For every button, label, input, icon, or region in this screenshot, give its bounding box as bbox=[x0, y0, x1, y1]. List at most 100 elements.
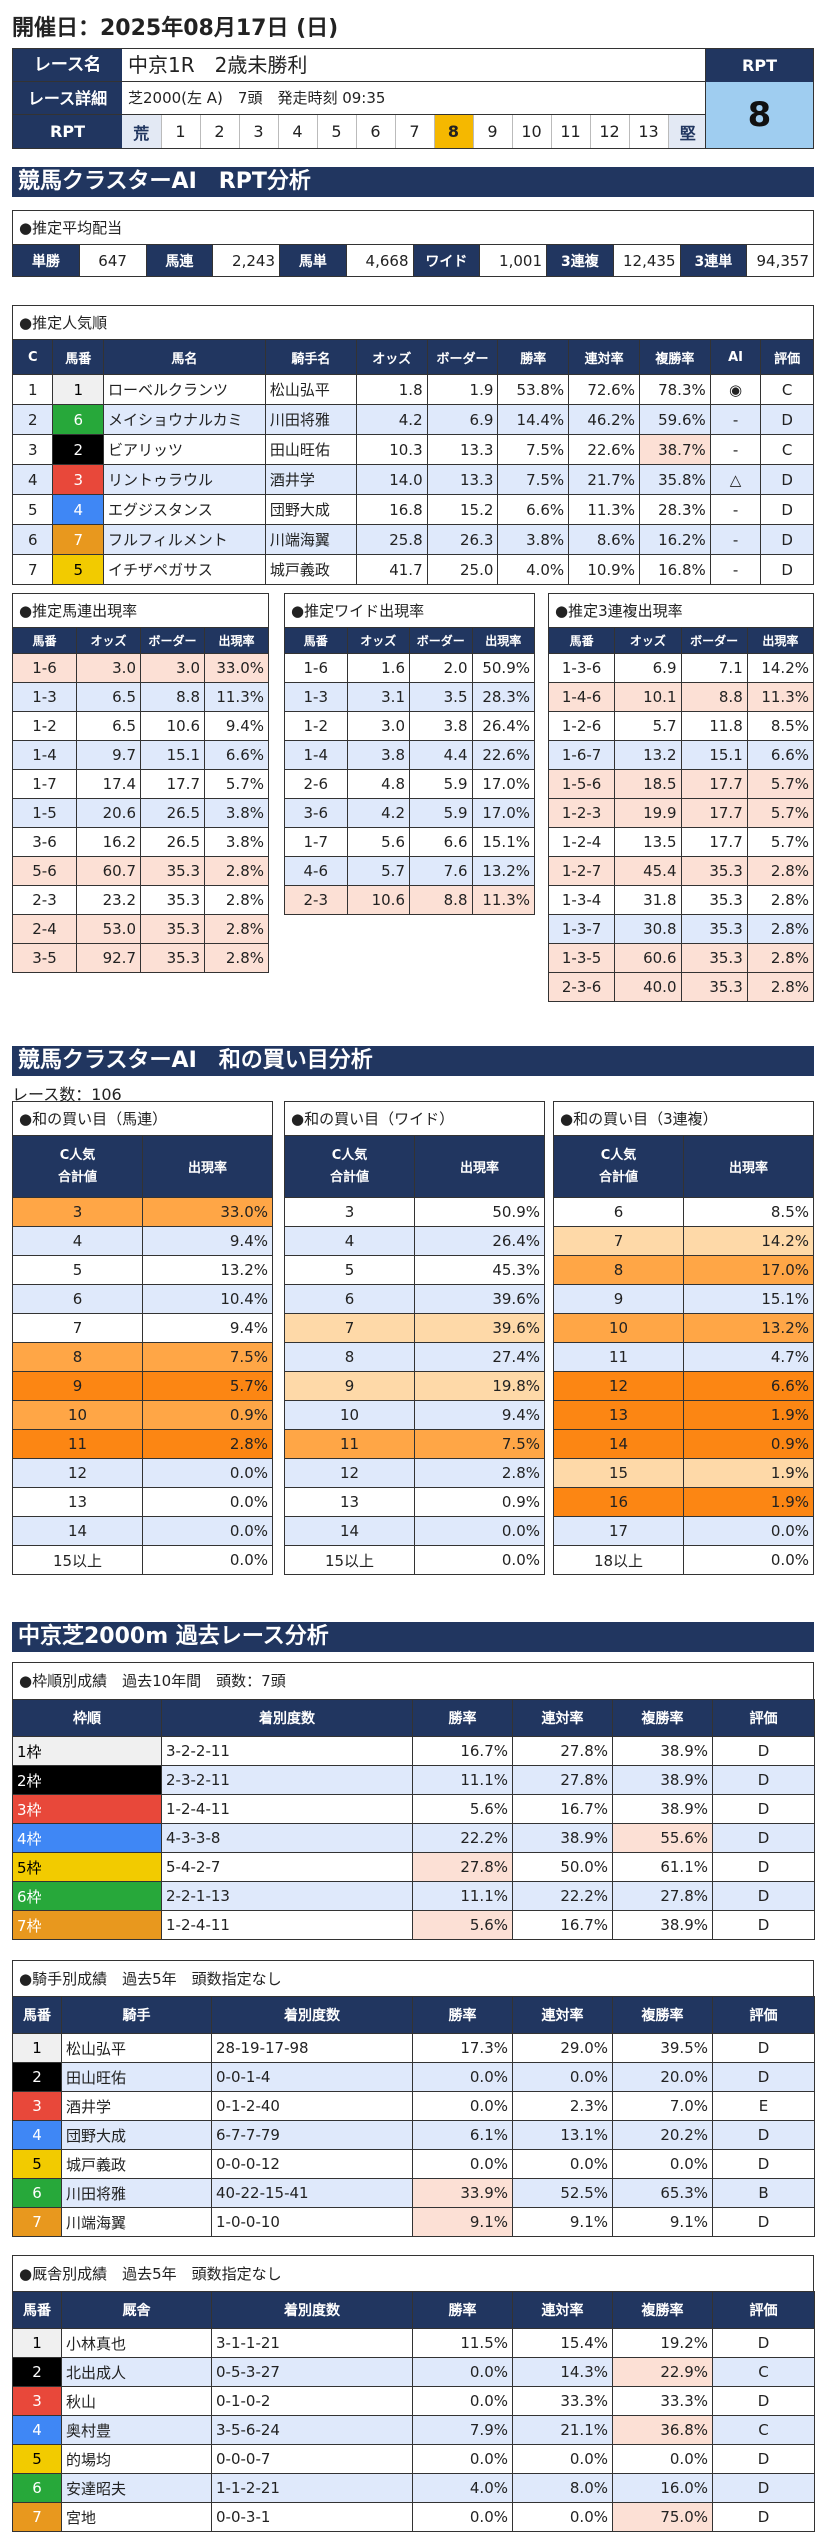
wide-table: 馬番 オッズ ボーダー 出現率 1-6 1.6 2.0 50.9% 1-3 3.1 3.5 28.3… bbox=[284, 627, 535, 915]
sum-value: 12 bbox=[12, 1458, 143, 1488]
wide-row: 1-6 1.6 2.0 50.9% bbox=[284, 653, 535, 683]
evaluation: C bbox=[712, 2357, 815, 2387]
appearance-rate: 10.4% bbox=[142, 1284, 273, 1314]
horse-name: ローベルクランツ bbox=[103, 374, 266, 405]
odds: 6.5 bbox=[76, 711, 141, 741]
appearance-rate: 0.0% bbox=[142, 1458, 273, 1488]
popularity-row: 2 6 メイショウナルカミ 川田将雅 4.2 6.9 14.4% 46.2% 59.6% - D bbox=[11, 404, 814, 435]
column-header: 着別度数 bbox=[161, 1699, 413, 1737]
win-rate: 7.5% bbox=[497, 434, 570, 465]
waku-label: 3枠 bbox=[12, 1794, 162, 1824]
rentai-rate: 21.7% bbox=[568, 464, 640, 495]
jockey-stats-table: 馬番 騎手 着別度数 勝率 連対率 複勝率 評価 1 松山弘平 28-19-17-98 17.3%… bbox=[12, 1996, 815, 2237]
sum-value: 5 bbox=[284, 1255, 415, 1285]
sum-table: C人気 合計値 出現率 6 8.5% 7 14.2% 8 17.0% 9 15.1% 10 13.2% 1… bbox=[553, 1135, 814, 1575]
column-header: 馬番 bbox=[547, 627, 616, 654]
header-sum-line2: 合計値 bbox=[57, 1169, 97, 1185]
horse-number: 3 bbox=[12, 2091, 62, 2121]
sum-value: 11 bbox=[12, 1429, 143, 1459]
appearance-rate: 1.9% bbox=[683, 1458, 814, 1488]
odds: 10.6 bbox=[346, 885, 410, 915]
jockey-name: 川田将雅 bbox=[264, 404, 357, 435]
combination: 1-3-5 bbox=[547, 943, 616, 973]
umaren-row: 2-4 53.0 35.3 2.8% bbox=[12, 914, 269, 944]
combination: 2-4 bbox=[12, 914, 77, 944]
odds: 40.0 bbox=[614, 972, 682, 1002]
sanrenpuku-title: ●推定3連複出現率 bbox=[548, 593, 814, 627]
column-header: 評価 bbox=[760, 339, 814, 375]
fukusho-rate: 61.1% bbox=[612, 1852, 713, 1882]
appearance-rate: 5.7% bbox=[746, 769, 815, 799]
combination: 1-2 bbox=[284, 711, 348, 741]
win-rate: 7.5% bbox=[497, 464, 570, 495]
record: 6-7-7-79 bbox=[211, 2120, 413, 2150]
sum-row: 12 0.0% bbox=[12, 1458, 273, 1488]
horse-name: リントゥラウル bbox=[103, 464, 266, 495]
horse-number: 4 bbox=[12, 2415, 62, 2445]
column-header: 騎手 bbox=[61, 1996, 212, 2034]
appearance-rate: 2.8% bbox=[746, 885, 815, 915]
horse-name: ビアリッツ bbox=[103, 434, 266, 465]
rentai-rate: 46.2% bbox=[568, 404, 640, 435]
record: 2-3-2-11 bbox=[161, 1765, 413, 1795]
sanrenpuku-row: 1-3-4 31.8 35.3 2.8% bbox=[547, 885, 815, 915]
horse-number: 7 bbox=[12, 2502, 62, 2532]
sum-row: 9 19.8% bbox=[284, 1371, 545, 1401]
sum-value: 8 bbox=[284, 1342, 415, 1372]
odds: 3.8 bbox=[346, 740, 410, 770]
appearance-rate: 2.8% bbox=[204, 943, 269, 973]
popularity-row: 6 7 フルフィルメント 川端海翼 25.8 26.3 3.8% 8.6% 16.2% - D bbox=[11, 524, 814, 555]
wide-row: 1-3 3.1 3.5 28.3% bbox=[284, 682, 535, 712]
column-header: 勝率 bbox=[412, 2291, 513, 2329]
wide-row: 4-6 5.7 7.6 13.2% bbox=[284, 856, 535, 886]
umaren-row: 3-5 92.7 35.3 2.8% bbox=[12, 943, 269, 973]
sum-table-title: ●和の買い目（ワイド） bbox=[284, 1101, 545, 1135]
page-title: 開催日：2025年08月17日 (日) bbox=[12, 16, 339, 41]
appearance-rate: 50.9% bbox=[471, 653, 535, 683]
sum-row: 12 2.8% bbox=[284, 1458, 545, 1488]
combination: 2-6 bbox=[284, 769, 348, 799]
record: 3-2-2-11 bbox=[161, 1736, 413, 1766]
rpt-scale-cell: 堅 bbox=[667, 115, 707, 148]
sum-table: C人気 合計値 出現率 3 50.9% 4 26.4% 5 45.3% 6 39.6% 7 39.6% 8… bbox=[284, 1135, 545, 1575]
border: 6.9 bbox=[426, 404, 499, 435]
record: 1-0-0-10 bbox=[211, 2207, 413, 2237]
column-header: 騎手名 bbox=[264, 339, 357, 375]
rentai-rate: 0.0% bbox=[512, 2062, 613, 2092]
appearance-rate: 28.3% bbox=[471, 682, 535, 712]
appearance-rate: 13.2% bbox=[471, 856, 535, 886]
appearance-rate: 6.6% bbox=[204, 740, 269, 770]
appearance-rate: 3.8% bbox=[204, 798, 269, 828]
sum-value: 14 bbox=[553, 1429, 684, 1459]
win-rate: 0.0% bbox=[412, 2357, 513, 2387]
rpt-scale-cell: 5 bbox=[316, 115, 356, 148]
fukusho-rate: 16.8% bbox=[638, 554, 711, 585]
payout-value: 647 bbox=[78, 244, 147, 277]
appearance-rate: 5.7% bbox=[142, 1371, 273, 1401]
waku-label: 7枠 bbox=[12, 1910, 162, 1940]
border: 10.6 bbox=[140, 711, 205, 741]
fukusho-rate: 39.5% bbox=[612, 2033, 713, 2063]
record: 4-3-3-8 bbox=[161, 1823, 413, 1853]
appearance-rate: 0.0% bbox=[414, 1516, 545, 1546]
rentai-rate: 13.1% bbox=[512, 2120, 613, 2150]
win-rate: 33.9% bbox=[412, 2178, 513, 2208]
popularity-table: C 馬番 馬名 騎手名 オッズ ボーダー 勝率 連対率 複勝率 AI 評価 1 1 ローベルクランツ 松山… bbox=[11, 339, 814, 585]
column-header: 出現率 bbox=[204, 627, 269, 654]
popularity-panel: ●推定人気順 C 馬番 馬名 騎手名 オッズ ボーダー 勝率 連対率 複勝率 AI 評価 1 1 ローベ… bbox=[11, 305, 814, 585]
record: 0-5-3-27 bbox=[211, 2357, 413, 2387]
appearance-rate: 0.0% bbox=[142, 1545, 273, 1575]
odds: 13.2 bbox=[614, 740, 682, 770]
fukusho-rate: 0.0% bbox=[612, 2149, 713, 2179]
sum-value: 8 bbox=[553, 1255, 684, 1285]
appearance-rate: 9.4% bbox=[414, 1400, 545, 1430]
win-rate: 14.4% bbox=[497, 404, 570, 435]
rentai-rate: 10.9% bbox=[568, 554, 640, 585]
sanrenpuku-row: 1-2-6 5.7 11.8 8.5% bbox=[547, 711, 815, 741]
appearance-rate: 19.8% bbox=[414, 1371, 545, 1401]
horse-number: 3 bbox=[12, 2386, 62, 2416]
wide-row: 2-6 4.8 5.9 17.0% bbox=[284, 769, 535, 799]
sum-row: 7 14.2% bbox=[553, 1226, 814, 1256]
sanrenpuku-panel: ●推定3連複出現率 馬番 オッズ ボーダー 出現率 1-3-6 6.9 7.1 14.2% 1… bbox=[547, 593, 815, 1002]
sum-table-panel: ●和の買い目（馬連） C人気 合計値 出現率 3 33.0% 4 9.4% 5 13.2% 6 10.… bbox=[12, 1101, 273, 1575]
